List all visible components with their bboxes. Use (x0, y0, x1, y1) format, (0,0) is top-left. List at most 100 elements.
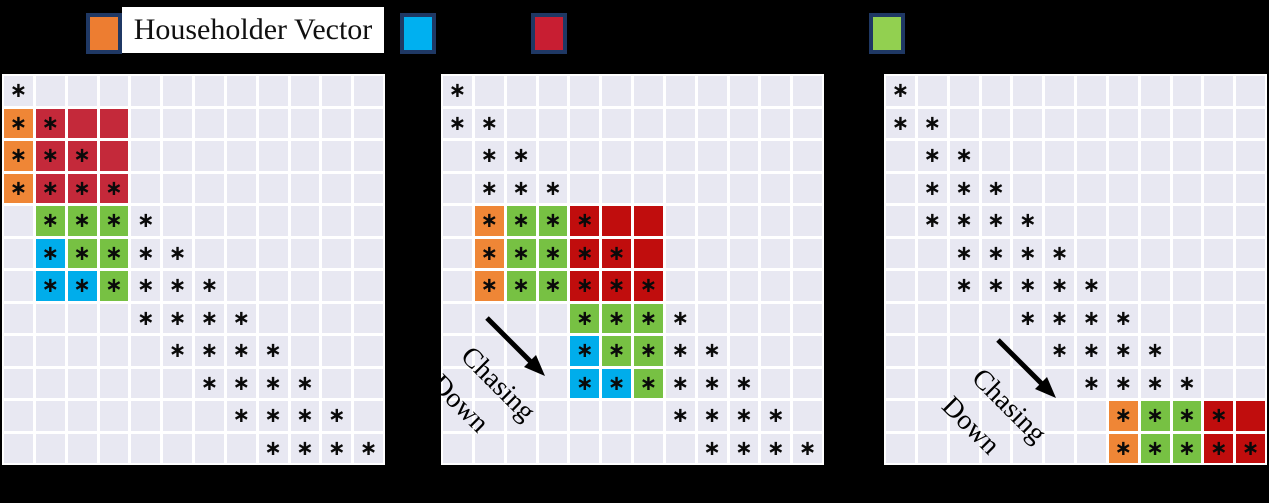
matrix-entry-star: ∗ (544, 175, 562, 200)
matrix-cell: ∗ (729, 368, 759, 398)
matrix-entry-star: ∗ (891, 78, 910, 103)
matrix-entry-star: ∗ (41, 143, 60, 168)
matrix-cell (506, 76, 536, 106)
matrix-cell (1236, 271, 1265, 301)
matrix-cell: ∗ (4, 173, 33, 203)
matrix-cell (917, 433, 947, 463)
matrix-cell (226, 206, 256, 236)
matrix-cell (634, 238, 663, 268)
matrix-cell (322, 238, 352, 268)
matrix-cell (949, 336, 979, 366)
matrix-cell (1077, 141, 1106, 171)
matrix-cell (1140, 76, 1170, 106)
matrix-cell: ∗ (1045, 336, 1074, 366)
matrix-cell (917, 238, 947, 268)
matrix-entry-star: ∗ (73, 208, 91, 233)
matrix-cell (322, 303, 352, 333)
matrix-entry-star: ∗ (136, 305, 155, 330)
matrix-cell: ∗ (99, 173, 129, 203)
matrix-entry-star: ∗ (703, 338, 721, 363)
matrix-cell (729, 336, 759, 366)
matrix-cell: ∗ (602, 303, 631, 333)
matrix-cell (67, 433, 97, 463)
matrix-entry-star: ∗ (923, 110, 942, 135)
matrix-cell (506, 401, 536, 431)
matrix-cell: ∗ (697, 336, 727, 366)
matrix-entry-star: ∗ (544, 208, 562, 233)
matrix-cell: ∗ (729, 401, 759, 431)
matrix-cell: ∗ (35, 141, 65, 171)
matrix-cell (290, 238, 320, 268)
matrix-cell (131, 433, 161, 463)
matrix-entry-star: ∗ (607, 273, 626, 298)
matrix-cell: ∗ (290, 401, 320, 431)
matrix-cell (793, 206, 822, 236)
matrix-cell (131, 368, 161, 398)
matrix-entry-star: ∗ (512, 208, 530, 233)
matrix-entry-star: ∗ (168, 273, 187, 298)
matrix-entry-star: ∗ (1146, 435, 1164, 460)
matrix-cell: ∗ (949, 173, 979, 203)
matrix-entry-star: ∗ (735, 435, 753, 460)
matrix-cell: ∗ (538, 206, 568, 236)
matrix-entry-star: ∗ (232, 338, 251, 363)
matrix-cell (354, 173, 383, 203)
matrix-cell (354, 336, 383, 366)
matrix-cell (949, 108, 979, 138)
matrix-cell: ∗ (1045, 303, 1074, 333)
matrix-cell (67, 76, 97, 106)
matrix-cell (602, 401, 631, 431)
matrix-cell: ∗ (258, 401, 288, 431)
legend-swatch-householder-vector (86, 13, 122, 54)
matrix-entry-star: ∗ (1018, 240, 1037, 265)
matrix-entry-star: ∗ (703, 435, 721, 460)
matrix-cell: ∗ (981, 271, 1011, 301)
matrix-entry-star: ∗ (987, 208, 1005, 233)
matrix-cell (1045, 108, 1074, 138)
matrix-cell: ∗ (1236, 433, 1265, 463)
matrix-cell (1013, 336, 1043, 366)
matrix-cell (538, 76, 568, 106)
matrix-cell (1172, 271, 1202, 301)
matrix-cell (793, 271, 822, 301)
matrix-cell: ∗ (949, 238, 979, 268)
matrix-cell (1013, 76, 1043, 106)
matrix-entry-star: ∗ (575, 240, 594, 265)
matrix-cell (949, 76, 979, 106)
matrix-cell (761, 336, 791, 366)
matrix-cell (665, 206, 695, 236)
matrix-entry-star: ∗ (9, 143, 28, 168)
matrix-panel-3: ∗ ∗ ∗ ∗ ∗ ∗ ∗ ∗ ∗ ∗ ∗ ∗ ∗ ∗ ∗ ∗ ∗ ∗ ∗ ∗ ∗ ∗ ∗ ∗ ∗ ∗ ∗ ∗ ∗ ∗ ∗ ∗ ∗ ∗ ∗ ∗ ∗ ∗ ∗ ∗… (884, 74, 1267, 465)
matrix-cell: ∗ (793, 433, 822, 463)
matrix-entry-star: ∗ (232, 305, 251, 330)
matrix-cell (886, 173, 915, 203)
matrix-cell (981, 336, 1011, 366)
matrix-entry-star: ∗ (575, 208, 594, 233)
matrix-entry-star: ∗ (1082, 305, 1101, 330)
matrix-cell (793, 238, 822, 268)
matrix-cell (1140, 173, 1170, 203)
matrix-cell: ∗ (1013, 303, 1043, 333)
matrix-cell (1045, 76, 1074, 106)
matrix-cell (1013, 141, 1043, 171)
matrix-cell (354, 238, 383, 268)
matrix-cell (886, 368, 915, 398)
matrix-entry-star: ∗ (512, 273, 530, 298)
matrix-cell: ∗ (35, 173, 65, 203)
matrix-cell (195, 76, 224, 106)
matrix-cell: ∗ (761, 401, 791, 431)
matrix-entry-star: ∗ (168, 305, 187, 330)
matrix-entry-star: ∗ (41, 273, 60, 298)
matrix-entry-star: ∗ (264, 370, 282, 395)
matrix-cell (1236, 206, 1265, 236)
matrix-cell (917, 271, 947, 301)
matrix-cell: ∗ (570, 238, 600, 268)
matrix-cell (1108, 173, 1138, 203)
matrix-cell (226, 173, 256, 203)
matrix-cell (1045, 206, 1074, 236)
matrix-cell (1140, 108, 1170, 138)
matrix-cell: ∗ (1108, 368, 1138, 398)
matrix-cell (665, 433, 695, 463)
matrix-entry-star: ∗ (671, 338, 690, 363)
matrix-cell (474, 336, 504, 366)
